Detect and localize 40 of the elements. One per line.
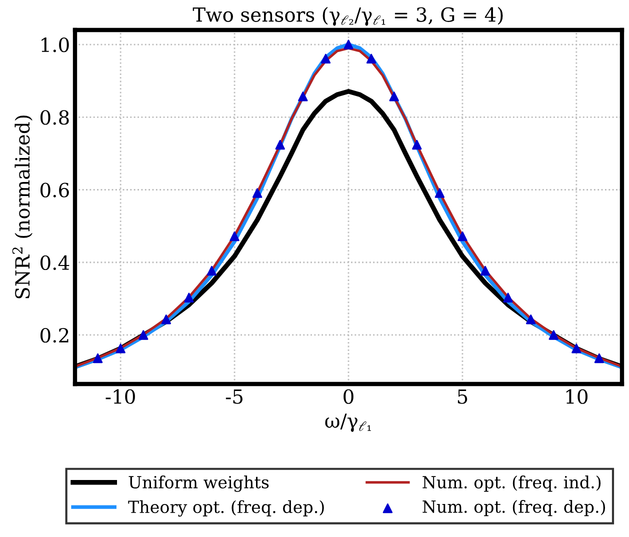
point <box>92 353 103 364</box>
point <box>503 292 513 302</box>
x-tick-label: -10 <box>106 389 135 404</box>
point <box>320 54 331 64</box>
point <box>344 40 354 50</box>
y-tick-label: 0.4 <box>40 255 70 270</box>
point <box>434 188 445 198</box>
point <box>594 353 604 364</box>
chart-title: Two sensors (γ$_{ℓ₂}$/γ$_{ℓ₁}$ = 3, G = 4) <box>192 6 503 26</box>
point <box>458 231 468 242</box>
x-tick-label: 5 <box>458 389 468 404</box>
point <box>480 266 490 276</box>
point <box>161 314 172 324</box>
point <box>366 54 376 64</box>
legend-label: Num. opt. (freq. ind.) <box>422 476 601 492</box>
point <box>298 92 308 102</box>
point <box>548 330 558 340</box>
y-tick-label: 0.8 <box>40 110 69 125</box>
y-tick-label: 0.6 <box>40 182 69 198</box>
y-axis-title: SNR$^{2}$ (normalized) <box>12 116 33 298</box>
y-tick-label: 0.2 <box>40 328 68 343</box>
point <box>572 344 582 354</box>
x-tick-label: 10 <box>566 389 588 404</box>
point <box>389 92 399 102</box>
x-tick-label: -5 <box>226 389 243 404</box>
point <box>412 140 422 150</box>
point <box>275 140 285 150</box>
point <box>184 292 194 302</box>
x-tick-label: 0 <box>344 389 354 404</box>
point <box>206 266 217 276</box>
point <box>138 330 148 340</box>
point <box>116 344 126 354</box>
legend-label: Uniform weights <box>128 476 269 492</box>
point <box>252 188 262 198</box>
legend-label: Num. opt. (freq. dep.) <box>422 500 606 516</box>
point <box>230 231 240 242</box>
y-tick-label: 1.0 <box>42 37 69 52</box>
point <box>526 314 536 324</box>
x-axis-title: ω/γ$_{ℓ₁}$ <box>325 414 371 432</box>
legend-label: Theory opt. (freq. dep.) <box>128 500 324 517</box>
